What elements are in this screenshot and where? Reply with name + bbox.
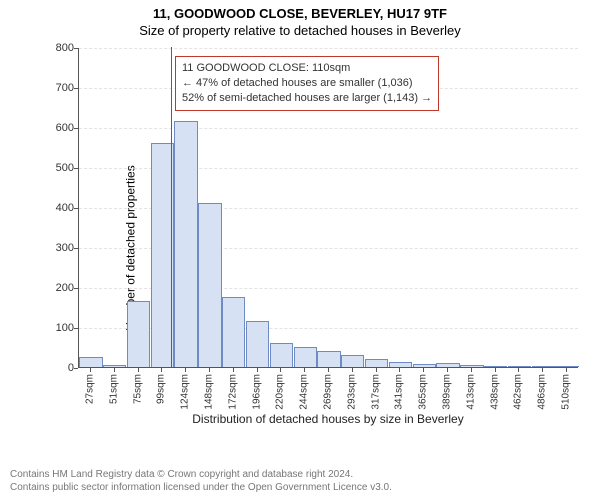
x-tick-mark xyxy=(304,368,305,372)
bar xyxy=(127,301,150,367)
x-tick-mark xyxy=(233,368,234,372)
bar xyxy=(294,347,317,367)
x-tick-label: 244sqm xyxy=(299,374,310,410)
bar xyxy=(532,366,555,367)
x-tick-mark xyxy=(185,368,186,372)
title-main: 11, GOODWOOD CLOSE, BEVERLEY, HU17 9TF xyxy=(0,0,600,21)
callout-box: 11 GOODWOOD CLOSE: 110sqm ← 47% of detac… xyxy=(175,56,439,111)
x-tick-label: 293sqm xyxy=(346,374,357,410)
bar xyxy=(508,366,531,367)
x-tick-label: 365sqm xyxy=(418,374,429,410)
x-tick-mark xyxy=(90,368,91,372)
x-tick-label: 269sqm xyxy=(323,374,334,410)
callout-line-3: 52% of semi-detached houses are larger (… xyxy=(182,91,432,106)
y-tick-label: 200 xyxy=(34,282,74,294)
bar xyxy=(79,357,102,367)
callout-line-2: ← 47% of detached houses are smaller (1,… xyxy=(182,76,432,91)
bar xyxy=(436,363,459,367)
x-tick-label: 75sqm xyxy=(132,374,143,404)
y-tick-label: 800 xyxy=(34,42,74,54)
x-tick-mark xyxy=(257,368,258,372)
x-tick-label: 317sqm xyxy=(370,374,381,410)
x-axis-label: Distribution of detached houses by size … xyxy=(78,412,578,426)
x-tick-mark xyxy=(352,368,353,372)
footer-line-2: Contains public sector information licen… xyxy=(10,481,392,494)
x-tick-label: 510sqm xyxy=(561,374,572,410)
y-tick-label: 100 xyxy=(34,322,74,334)
y-tick-label: 0 xyxy=(34,362,74,374)
bar xyxy=(222,297,245,367)
plot-region: 11 GOODWOOD CLOSE: 110sqm ← 47% of detac… xyxy=(78,48,578,368)
x-tick-mark xyxy=(328,368,329,372)
footer-line-1: Contains HM Land Registry data © Crown c… xyxy=(10,468,392,481)
bar xyxy=(365,359,388,367)
x-tick-mark xyxy=(447,368,448,372)
gridline xyxy=(79,48,578,49)
bar xyxy=(174,121,197,367)
x-tick-label: 341sqm xyxy=(394,374,405,410)
callout-line-1: 11 GOODWOOD CLOSE: 110sqm xyxy=(182,61,432,76)
bar xyxy=(484,366,507,367)
x-tick-mark xyxy=(376,368,377,372)
bar xyxy=(413,364,436,367)
x-tick-mark xyxy=(209,368,210,372)
reference-line xyxy=(171,47,172,367)
chart-area: Number of detached properties 0100200300… xyxy=(34,44,588,426)
y-tick-label: 300 xyxy=(34,242,74,254)
footer: Contains HM Land Registry data © Crown c… xyxy=(10,468,392,494)
x-tick-label: 220sqm xyxy=(275,374,286,410)
bar xyxy=(389,362,412,367)
y-tick-mark xyxy=(74,368,78,369)
bar xyxy=(198,203,221,367)
x-tick-mark xyxy=(114,368,115,372)
bar xyxy=(246,321,269,367)
bar xyxy=(341,355,364,367)
x-tick-label: 172sqm xyxy=(227,374,238,410)
x-tick-label: 27sqm xyxy=(84,374,95,404)
x-tick-mark xyxy=(542,368,543,372)
title-sub: Size of property relative to detached ho… xyxy=(0,21,600,38)
x-tick-label: 462sqm xyxy=(513,374,524,410)
x-tick-mark xyxy=(138,368,139,372)
y-tick-label: 400 xyxy=(34,202,74,214)
x-tick-mark xyxy=(566,368,567,372)
x-tick-mark xyxy=(518,368,519,372)
x-tick-mark xyxy=(423,368,424,372)
x-tick-label: 51sqm xyxy=(108,374,119,404)
gridline xyxy=(79,128,578,129)
bar xyxy=(103,365,126,367)
x-tick-label: 438sqm xyxy=(489,374,500,410)
y-tick-label: 500 xyxy=(34,162,74,174)
x-tick-label: 196sqm xyxy=(251,374,262,410)
x-tick-mark xyxy=(399,368,400,372)
x-tick-label: 124sqm xyxy=(180,374,191,410)
y-tick-label: 600 xyxy=(34,122,74,134)
x-tick-label: 148sqm xyxy=(203,374,214,410)
x-tick-label: 486sqm xyxy=(537,374,548,410)
bar xyxy=(460,365,483,367)
x-tick-label: 99sqm xyxy=(156,374,167,404)
x-tick-mark xyxy=(471,368,472,372)
x-tick-label: 413sqm xyxy=(465,374,476,410)
bar xyxy=(270,343,293,367)
y-tick-label: 700 xyxy=(34,82,74,94)
x-tick-mark xyxy=(280,368,281,372)
bar xyxy=(317,351,340,367)
x-tick-label: 389sqm xyxy=(442,374,453,410)
x-tick-mark xyxy=(161,368,162,372)
bar xyxy=(555,366,578,367)
x-tick-mark xyxy=(495,368,496,372)
